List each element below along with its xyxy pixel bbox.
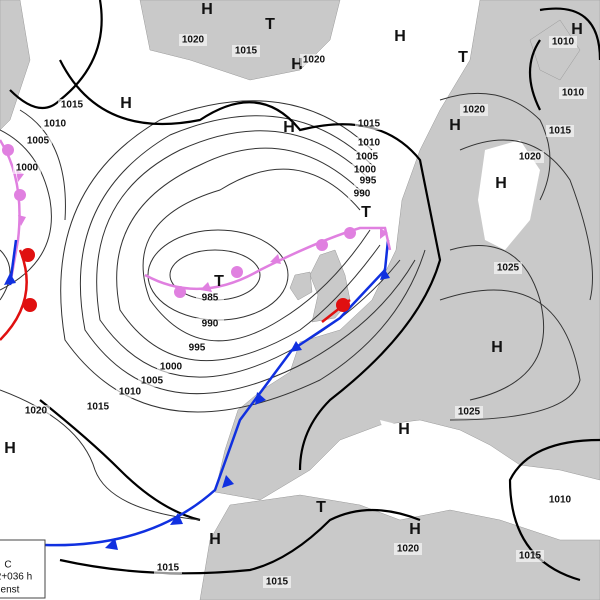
label-bg [13,162,41,174]
legend-box [0,539,46,599]
label-bg [351,164,379,176]
isobar-label: 990 [354,189,371,200]
label-bg [157,361,185,373]
isobar-label: 1015 [519,551,542,562]
isobar-label: 1010 [552,37,575,48]
label-bg [22,405,50,417]
pressure-center: H [209,531,221,548]
label-bg [196,318,224,330]
label-bg [58,99,86,111]
isobar-label: 995 [360,176,377,187]
isobar-label: 1010 [44,119,67,130]
isobar-label: 1015 [235,46,258,57]
label-bg [355,118,383,130]
isobar-label: 1015 [358,119,381,130]
label-bg [516,151,544,163]
pressure-center: T [361,204,371,221]
isobar-label: 1020 [182,35,205,46]
legend-text: enst [1,585,20,596]
isobar-label: 1025 [497,263,520,274]
pressure-center: H [495,175,507,192]
isobar-label: 1010 [119,387,142,398]
isobar-label: 1000 [16,163,39,174]
isobar-label: 1010 [358,138,381,149]
label-bg [516,550,544,562]
pressure-center: H [4,440,16,457]
pressure-center: T [265,16,275,33]
label-bg [494,262,522,274]
label-bg [460,104,488,116]
label-bg [84,401,112,413]
isobars [0,0,600,582]
isobar-label: 1005 [141,376,164,387]
isobar-label: 1000 [354,165,377,176]
label-bg [179,34,207,46]
legend-text: 2+036 h [0,572,32,583]
label-bg [455,406,483,418]
isobar-label: 1015 [157,563,180,574]
isobar-label: 1020 [463,105,486,116]
pressure-center: H [201,1,213,18]
label-bg [263,576,291,588]
isobar-label: 1005 [356,152,379,163]
legend-text: C [4,560,11,571]
label-bg [116,386,144,398]
pressure-center: T [316,499,326,516]
label-bg [355,137,383,149]
isobar-label: 995 [189,343,206,354]
isobar-label: 1010 [549,495,572,506]
isobar-label: 1020 [303,55,326,66]
isobar-label: 1020 [519,152,542,163]
pressure-center: H [394,28,406,45]
label-bg [183,342,211,354]
isobar-label: 985 [202,293,219,304]
isobar-label: 1015 [266,577,289,588]
pressure-center: H [283,119,295,136]
pressure-center: T [458,49,468,66]
label-bg [24,135,52,147]
label-bg [348,188,376,200]
isobar-label: 1010 [562,88,585,99]
pressure-center: H [571,21,583,38]
pressure-center: H [491,339,503,356]
label-bg [300,54,328,66]
isobar-label: 1020 [397,544,420,555]
label-bg [154,562,182,574]
label-bg [549,36,577,48]
label-bg [546,125,574,137]
pressure-center: H [449,117,461,134]
isobar-label: 1020 [25,406,48,417]
label-bg [138,375,166,387]
label-bg [354,175,382,187]
label-bg [232,45,260,57]
label-bg [546,494,574,506]
label-bg [41,118,69,130]
pressure-center: T [214,273,224,290]
isobar-label: 1015 [549,126,572,137]
isobar-label: 1015 [87,402,110,413]
label-bg [196,292,224,304]
isobar-label: 990 [202,319,219,330]
isobar-label: 1005 [27,136,50,147]
isobar-label: 1025 [458,407,481,418]
baltic-sea [478,140,540,250]
pressure-center: H [409,521,421,538]
pressure-center: H [120,95,132,112]
isobar-label: 1000 [160,362,183,373]
label-bg [353,151,381,163]
pressure-center: H [291,56,303,73]
pressure-center: H [398,421,410,438]
label-bg [394,543,422,555]
isobar-label: 1015 [61,100,84,111]
label-bg [559,87,587,99]
